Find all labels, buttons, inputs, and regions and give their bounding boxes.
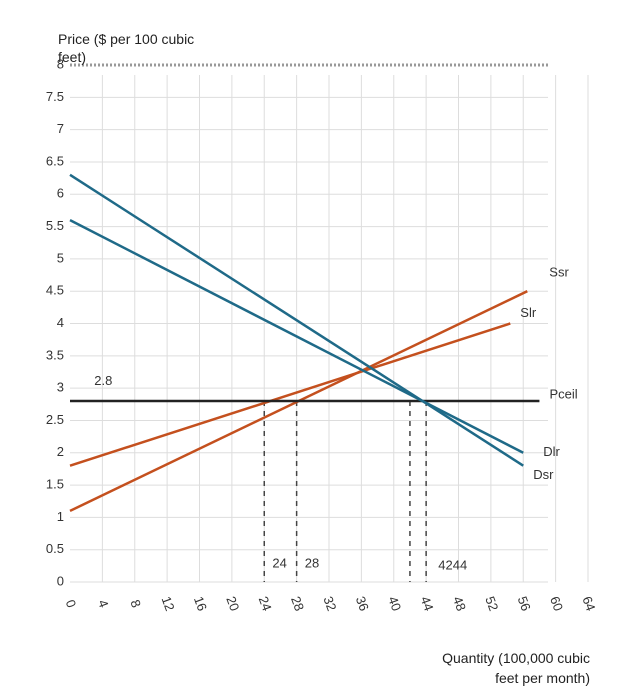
- x-tick-label: 24: [256, 594, 275, 613]
- annotation: 28: [305, 555, 319, 570]
- y-tick-label: 3: [57, 380, 64, 395]
- series-label: Slr: [520, 305, 537, 320]
- x-tick-label: 28: [288, 594, 307, 613]
- y-tick-label: 0.5: [46, 541, 64, 556]
- annotation: 2.8: [94, 373, 112, 388]
- x-tick-label: 0: [63, 598, 80, 610]
- y-tick-label: 0: [57, 573, 64, 588]
- x-tick-label: 60: [547, 594, 566, 613]
- x-tick-label: 36: [353, 594, 372, 613]
- y-tick-label: 7.5: [46, 89, 64, 104]
- x-axis-title: Quantity (100,000 cubic feet per month): [442, 650, 590, 686]
- series-line: [69, 218, 524, 454]
- x-tick-label: 4: [95, 598, 112, 610]
- x-tick-label: 32: [320, 594, 339, 613]
- y-tick-label: 1.5: [46, 477, 64, 492]
- y-tick-label: 8: [57, 56, 64, 71]
- y-tick-label: 2: [57, 444, 64, 459]
- x-tick-label: 56: [515, 594, 534, 613]
- series-label: Dlr: [543, 444, 560, 459]
- y-tick-label: 1: [57, 509, 64, 524]
- series-line: [69, 322, 511, 467]
- x-tick-label: 44: [418, 594, 437, 613]
- x-tick-label: 8: [127, 598, 144, 610]
- series-line: [69, 173, 524, 467]
- y-tick-label: 5.5: [46, 218, 64, 233]
- y-tick-label: 3.5: [46, 347, 64, 362]
- series-label: Dsr: [533, 467, 554, 482]
- annotation: 24: [272, 555, 286, 570]
- x-tick-label: 64: [579, 594, 598, 613]
- x-tick-label: 52: [482, 594, 501, 613]
- y-tick-label: 5: [57, 250, 64, 265]
- y-tick-label: 4.5: [46, 283, 64, 298]
- y-tick-label: 6: [57, 186, 64, 201]
- x-tick-label: 40: [385, 594, 404, 613]
- y-tick-label: 6.5: [46, 153, 64, 168]
- y-tick-label: 4: [57, 315, 64, 330]
- y-tick-label: 2.5: [46, 412, 64, 427]
- annotation: 4244: [438, 557, 467, 572]
- x-tick-label: 20: [223, 594, 242, 613]
- series-label: Ssr: [549, 265, 569, 280]
- y-axis-title: Price ($ per 100 cubic feet): [58, 31, 195, 65]
- x-tick-label: 48: [450, 594, 469, 613]
- series-label: Pceil: [549, 386, 577, 401]
- y-tick-label: 7: [57, 121, 64, 136]
- x-tick-label: 12: [159, 594, 178, 613]
- x-tick-label: 16: [191, 594, 210, 613]
